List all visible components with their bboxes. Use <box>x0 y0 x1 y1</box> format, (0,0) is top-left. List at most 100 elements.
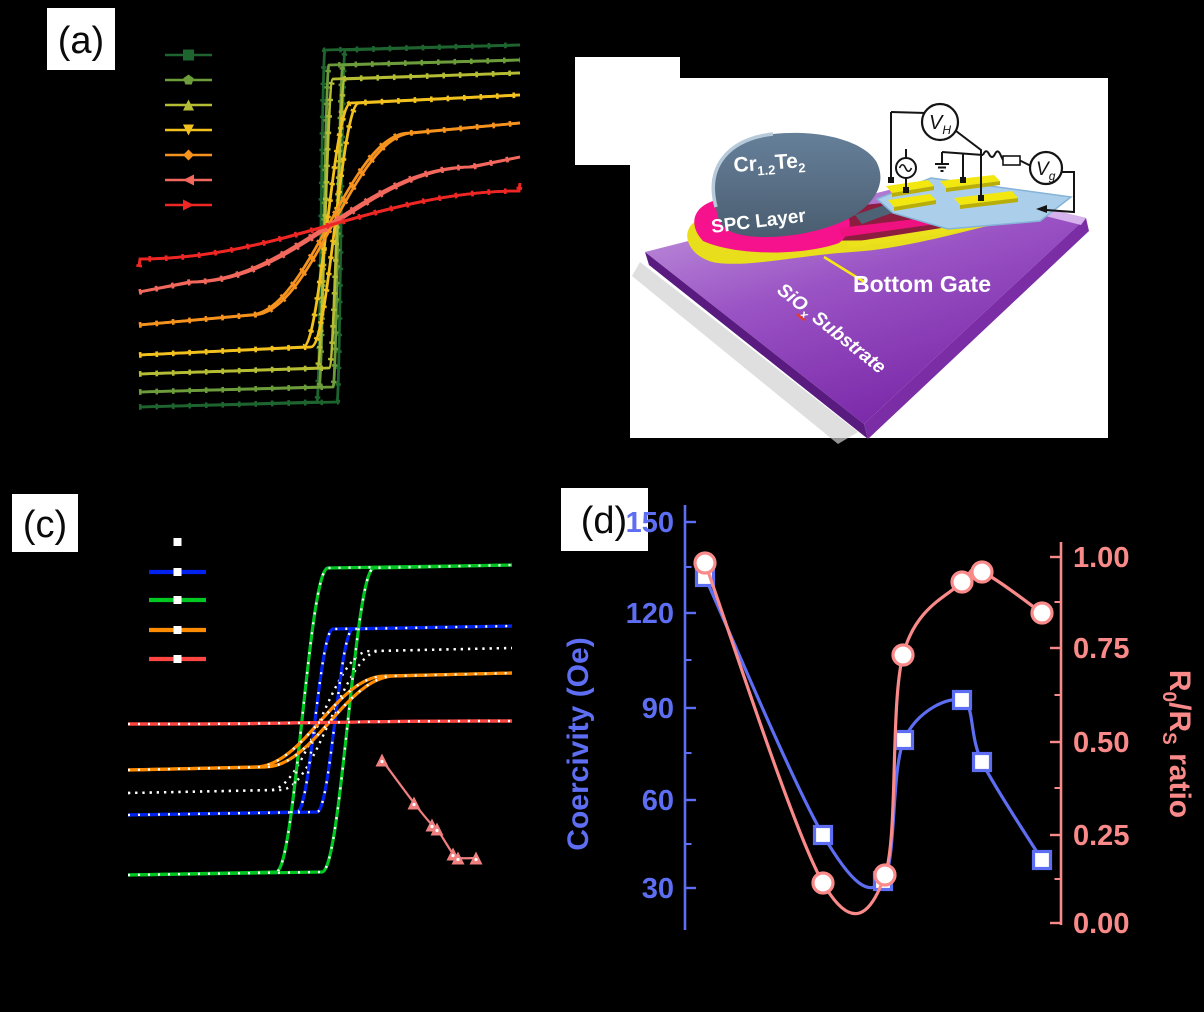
circle-marker <box>1030 601 1054 625</box>
circle-marker <box>811 871 835 895</box>
tick-label: 0.50 <box>1073 727 1129 759</box>
panel-c-chart <box>127 538 513 877</box>
panel-d-chart: 150 120 90 60 30 1.00 0.75 0.50 0.25 0.00 <box>626 505 1129 940</box>
curve <box>127 624 513 817</box>
electrode <box>886 180 934 193</box>
right-axis-title: R0/RS ratio <box>1158 670 1196 818</box>
gate-contact-arrow <box>1036 205 1047 213</box>
square-marker <box>173 626 182 634</box>
panel-a: (a) <box>47 8 523 410</box>
inset-marker-dot <box>435 828 439 833</box>
electrodes <box>886 175 1018 211</box>
curve <box>127 624 513 817</box>
substrate-label-underline <box>796 313 806 322</box>
inset-marker-dot <box>380 759 384 764</box>
curve <box>138 43 521 409</box>
squiggle-wire <box>982 150 1004 161</box>
triangle-left-marker <box>183 174 194 186</box>
tick-label: 0.00 <box>1073 908 1129 940</box>
inset-marker-dot <box>430 824 434 829</box>
circle-marker <box>950 570 974 594</box>
tick-label: 90 <box>642 693 674 725</box>
electrode-side <box>892 186 934 197</box>
panel-b-label-box <box>575 57 680 165</box>
voltmeter-gate-icon <box>1028 150 1064 186</box>
square-marker <box>173 568 182 576</box>
tick-label: 120 <box>626 598 674 630</box>
triangle-down-marker <box>183 124 194 136</box>
inset-marker-dot <box>474 857 478 862</box>
curve <box>138 71 521 376</box>
cr-te-label: Cr1.2Te2 <box>733 149 806 180</box>
wire <box>890 111 927 114</box>
curve <box>138 43 521 409</box>
panel-b: VH Vg Cr1.2Te2 SPC Layer Bottom Gate SiO… <box>575 57 1108 444</box>
inset-marker-dot <box>451 853 455 858</box>
tick-label: 60 <box>642 785 674 817</box>
electrode-side <box>894 200 936 211</box>
tick-label: 150 <box>626 507 674 539</box>
square-marker <box>971 751 993 773</box>
square-marker <box>1031 849 1053 871</box>
curve-markers <box>138 154 521 295</box>
left-axis-title: Coercivity (Oe) <box>562 637 595 850</box>
contact-dot <box>888 177 894 183</box>
substrate-left-side <box>645 252 868 439</box>
curve <box>127 563 513 877</box>
substrate-right-side <box>864 218 1089 439</box>
contacts <box>888 177 984 201</box>
contact-dot <box>960 177 966 183</box>
contact-dot <box>978 195 984 201</box>
square-marker <box>183 49 194 61</box>
contact-dot <box>903 187 909 193</box>
cr-te-sheet-edge <box>711 132 774 208</box>
electrode <box>954 191 1018 205</box>
tick-label: 0.75 <box>1073 633 1129 665</box>
panel-c: (c) <box>12 494 513 877</box>
tick-label: 0.25 <box>1073 820 1129 852</box>
panel-a-label-box <box>47 8 115 70</box>
circle-marker <box>873 863 897 887</box>
circle-marker <box>693 551 717 575</box>
panel-c-label-box <box>12 494 78 552</box>
panel-c-label: (c) <box>23 504 67 546</box>
wire <box>1045 171 1075 214</box>
inset-marker-dot <box>412 802 416 807</box>
triangle-right-marker <box>183 199 194 211</box>
panel-a-label: (a) <box>58 20 104 62</box>
square-marker <box>951 689 973 711</box>
diamond-marker <box>183 149 194 161</box>
square-marker <box>893 729 915 751</box>
circle-marker <box>891 643 915 667</box>
electrode <box>940 175 1000 188</box>
inset-marker-dot <box>456 857 460 862</box>
curve <box>137 182 522 268</box>
curve <box>128 719 512 726</box>
curve-markers <box>138 120 521 328</box>
cr-te-sheet <box>713 132 881 238</box>
vh-label: VH <box>929 112 951 137</box>
tick-label: 1.00 <box>1073 542 1129 574</box>
wire <box>941 151 984 156</box>
circle-marker <box>970 560 994 584</box>
pentagon-marker <box>183 74 194 85</box>
panel-d-label: (d) <box>581 500 627 542</box>
wire <box>955 130 982 197</box>
curve <box>127 563 513 877</box>
circuit-wires <box>890 111 1075 214</box>
panel-d-label-box <box>561 488 648 551</box>
gate-pointer-line <box>823 255 867 285</box>
square-marker <box>173 538 182 546</box>
electrode-side <box>960 198 1018 209</box>
bottom-gate-label: Bottom Gate <box>853 271 991 297</box>
substrate-shadow <box>632 262 858 444</box>
triangle-up-marker <box>183 99 194 111</box>
ground-icon <box>935 163 949 172</box>
square-marker <box>173 655 182 663</box>
electrode <box>888 194 936 207</box>
panel-a-chart <box>136 42 523 410</box>
panel-d: (d) Coercivity (Oe) R0/RS ratio 150 120 90… <box>561 488 1196 940</box>
vg-label: Vg <box>1036 159 1056 183</box>
